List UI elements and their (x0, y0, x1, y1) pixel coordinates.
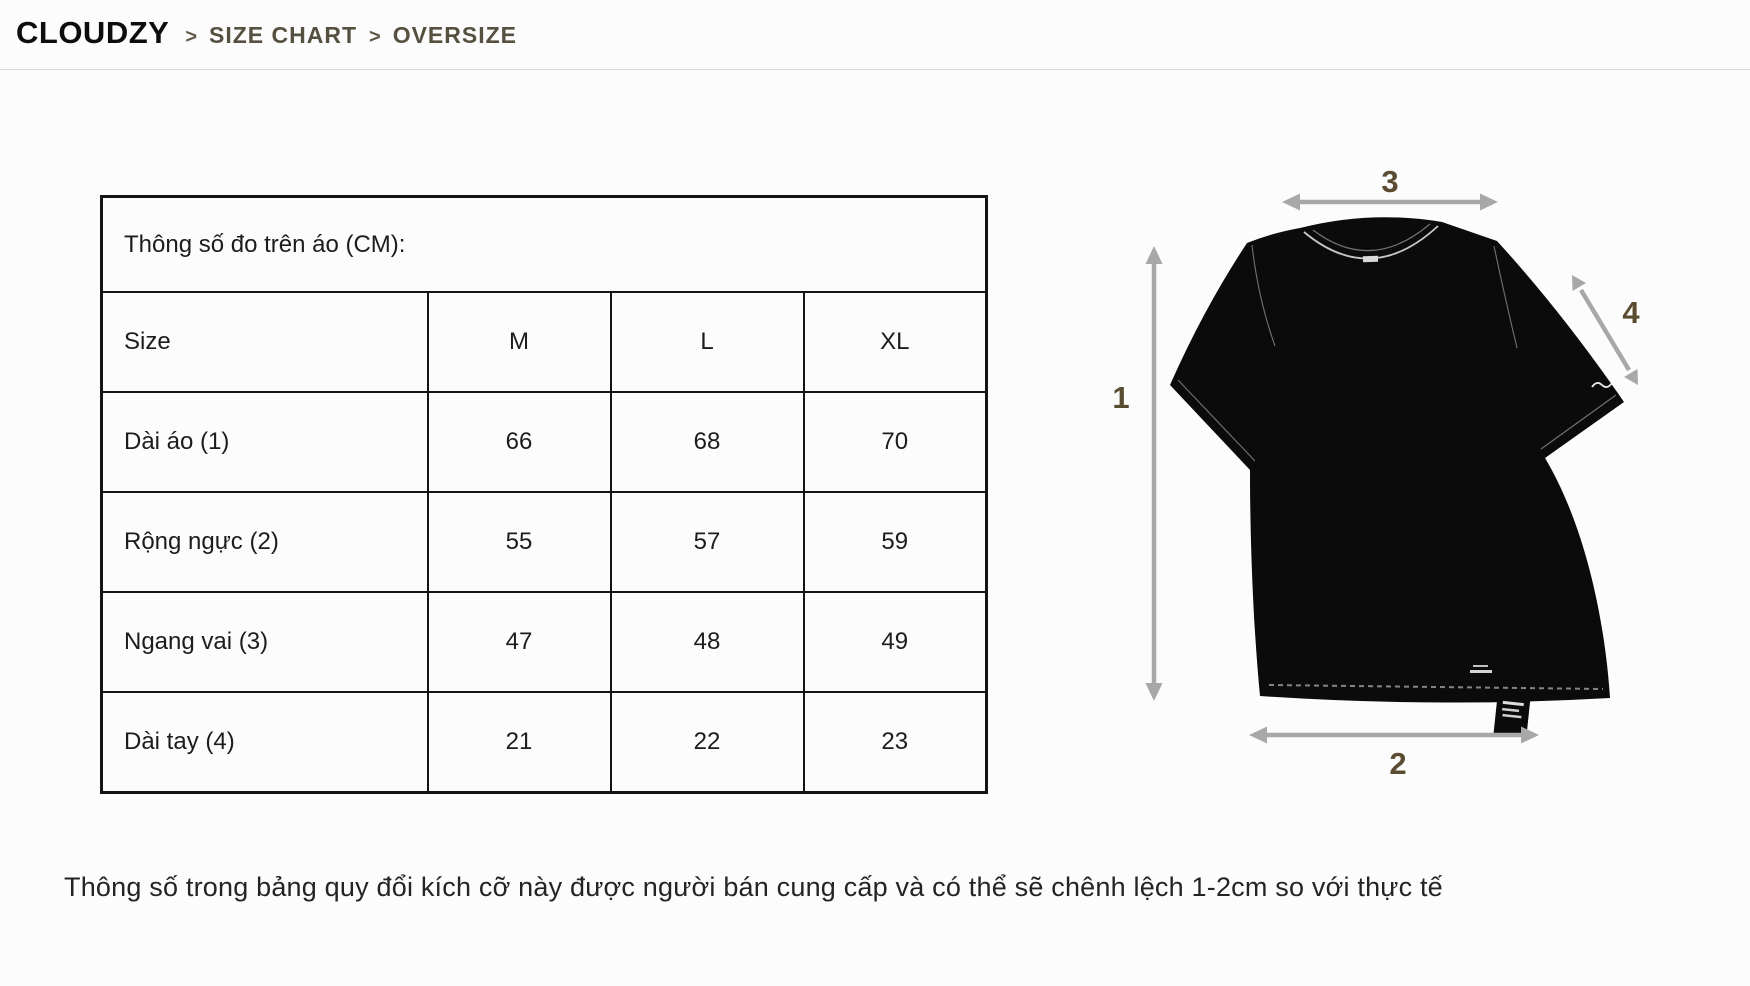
measure-label-shirt-length: 1 (1112, 380, 1129, 415)
column-header-size: Size (100, 291, 429, 393)
measure-arrow-shoulder-width (1282, 193, 1498, 211)
tshirt-size-diagram: 3 1 2 4 (1000, 140, 1700, 781)
cell-value: 21 (426, 691, 612, 794)
header: CLOUDZY > SIZE CHART > OVERSIZE (0, 0, 1750, 69)
table-header-row: Size M L XL (100, 291, 988, 393)
header-divider (0, 69, 1750, 70)
cell-value: 23 (802, 691, 988, 794)
hem-tag (1493, 690, 1531, 738)
breadcrumb-item-oversize[interactable]: OVERSIZE (392, 22, 518, 48)
cell-value: 70 (802, 391, 988, 493)
column-header-m: M (426, 291, 612, 393)
table-row: Dài áo (1) 66 68 70 (100, 391, 988, 493)
breadcrumb: > SIZE CHART > OVERSIZE (185, 22, 517, 49)
measure-arrow-chest-width (1249, 726, 1539, 744)
cell-value: 66 (426, 391, 612, 493)
shoulder-seam-left (1251, 244, 1276, 347)
table-title-row: Thông số đo trên áo (CM): (100, 195, 988, 293)
sleeve-hem-seam-right (1540, 394, 1617, 450)
tshirt-illustration: 3 1 2 4 (1112, 164, 1640, 781)
hem-print (1470, 670, 1492, 673)
cell-value: 22 (609, 691, 805, 794)
column-header-l: L (609, 291, 805, 393)
hem-stitching (1268, 684, 1604, 690)
neck-label (1362, 255, 1379, 263)
cell-value: 47 (426, 591, 612, 693)
brand-logo[interactable]: CLOUDZY (16, 15, 170, 50)
measure-arrow-sleeve-length (1572, 275, 1638, 385)
table-title: Thông số đo trên áo (CM): (100, 195, 988, 293)
row-label: Rộng ngực (2) (100, 491, 429, 593)
row-label: Ngang vai (3) (100, 591, 429, 693)
row-label: Dài áo (1) (100, 391, 429, 493)
shoulder-seam-right (1493, 245, 1518, 349)
cell-value: 49 (802, 591, 988, 693)
table-row: Rộng ngực (2) 55 57 59 (100, 491, 988, 593)
size-chart-table: Thông số đo trên áo (CM): Size M L XL Dà… (100, 195, 988, 794)
measure-label-chest-width: 2 (1389, 746, 1406, 780)
row-label: Dài tay (4) (100, 691, 429, 794)
cell-value: 48 (609, 591, 805, 693)
cell-value: 59 (802, 491, 988, 593)
sleeve-hem-seam-left (1177, 379, 1256, 462)
measure-arrow-shirt-length (1145, 246, 1163, 701)
cell-value: 57 (609, 491, 805, 593)
measure-label-sleeve-length: 4 (1622, 295, 1640, 330)
breadcrumb-separator: > (185, 26, 198, 48)
breadcrumb-separator: > (369, 26, 381, 48)
collar-seam-inner (1312, 223, 1431, 252)
sleeve-logo (1591, 382, 1613, 388)
column-header-xl: XL (802, 291, 988, 393)
table-row: Dài tay (4) 21 22 23 (100, 691, 988, 794)
breadcrumb-item-size-chart[interactable]: SIZE CHART (209, 22, 358, 48)
tshirt-graphic (1170, 217, 1624, 703)
size-note: Thông số trong bảng quy đổi kích cỡ này … (64, 872, 1443, 902)
hem-print (1473, 665, 1488, 667)
cell-value: 55 (426, 491, 612, 593)
measure-label-shoulder-width: 3 (1381, 164, 1398, 199)
table-row: Ngang vai (3) 47 48 49 (100, 591, 988, 693)
cell-value: 68 (609, 391, 805, 493)
